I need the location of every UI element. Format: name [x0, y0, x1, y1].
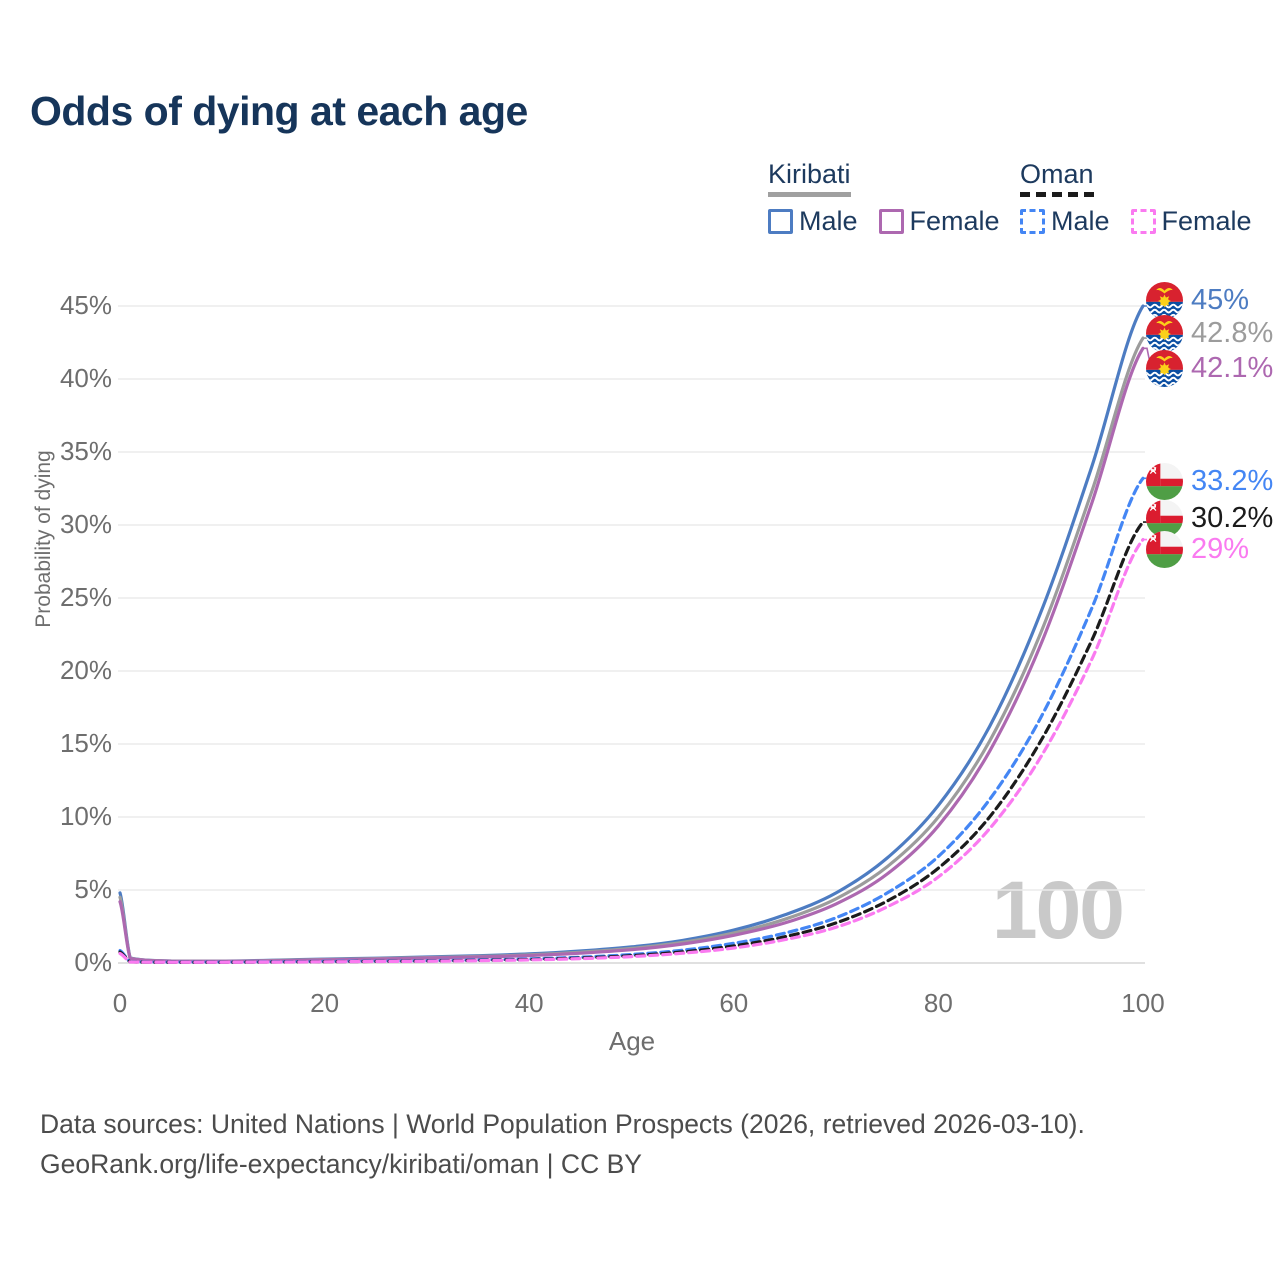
x-tick-80: 80	[923, 988, 953, 1018]
end-label-value: 33.2%	[1191, 464, 1274, 497]
legend-item-label: Male	[1051, 206, 1110, 236]
y-tick-45%: 45%	[59, 290, 112, 320]
y-tick-5%: 5%	[74, 874, 112, 904]
x-tick-40: 40	[514, 988, 544, 1018]
x-tick-100: 100	[1121, 988, 1165, 1018]
end-label-value: 42.1%	[1191, 351, 1274, 384]
kiribati-flag-icon	[1146, 314, 1183, 352]
legend-linestyle-solid-sample	[768, 192, 851, 197]
oman-flag-icon	[1146, 462, 1183, 500]
y-tick-20%: 20%	[59, 655, 112, 685]
legend-item-label: Male	[799, 206, 858, 236]
legend-linestyle-dashed-sample	[1020, 192, 1094, 197]
oman-flag-icon	[1146, 530, 1183, 568]
legend-item-oman-male[interactable]: Male	[1020, 206, 1110, 237]
y-tick-35%: 35%	[59, 436, 112, 466]
end-label-kiribati-both-sexes: 42.8%	[1146, 314, 1274, 352]
label-connector-oman-male	[1143, 477, 1156, 482]
footer-attribution: GeoRank.org/life-expectancy/kiribati/oma…	[40, 1149, 642, 1179]
legend-checkbox-oman-female[interactable]	[1130, 209, 1156, 234]
end-label-oman-male: 33.2%	[1146, 462, 1274, 500]
end-label-value: 42.8%	[1191, 316, 1274, 349]
legend-country-label-oman: Oman	[1020, 159, 1094, 189]
y-tick-10%: 10%	[59, 801, 112, 831]
end-label-value: 30.2%	[1191, 501, 1274, 534]
y-tick-40%: 40%	[59, 363, 112, 393]
y-tick-30%: 30%	[59, 509, 112, 539]
legend-item-label: Female	[909, 206, 1000, 236]
series-line-kiribati-male[interactable]	[118, 304, 1145, 963]
series-line-kiribati-female[interactable]	[118, 346, 1145, 963]
legend-checkbox-kiribati-female[interactable]	[878, 209, 904, 234]
end-label-value: 29%	[1191, 532, 1250, 565]
footer-data-sources: Data sources: United Nations | World Pop…	[40, 1109, 1085, 1139]
legend-checkbox-oman-male[interactable]	[1020, 209, 1045, 234]
legend-item-oman-female[interactable]: Female	[1130, 206, 1252, 237]
legend-item-kiribati-male[interactable]: Male	[768, 206, 858, 237]
series-line-oman-female[interactable]	[118, 538, 1145, 964]
end-label-oman-female: 29%	[1146, 530, 1250, 568]
y-tick-25%: 25%	[59, 582, 112, 612]
legend-checkbox-kiribati-male[interactable]	[768, 209, 793, 234]
end-label-kiribati-female: 42.1%	[1146, 349, 1274, 387]
legend-country-label-kiribati: Kiribati	[768, 159, 851, 189]
legend-group-oman: Oman Male Female	[1020, 160, 1252, 237]
end-label-value: 45%	[1191, 283, 1250, 316]
label-connector-oman-both-sexes	[1143, 517, 1156, 523]
x-tick-0: 0	[112, 988, 128, 1018]
age-watermark: 100	[992, 865, 1125, 956]
page-title: Odds of dying at each age	[30, 88, 528, 134]
x-axis-title: Age	[608, 1026, 656, 1056]
legend-group-kiribati: Kiribati Male Female	[768, 160, 1000, 237]
y-tick-15%: 15%	[59, 728, 112, 758]
kiribati-flag-icon	[1146, 281, 1183, 319]
legend-item-kiribati-female[interactable]: Female	[878, 206, 1000, 237]
y-tick-0%: 0%	[74, 947, 112, 977]
x-tick-60: 60	[719, 988, 749, 1018]
series-line-kiribati-both-sexes[interactable]	[118, 336, 1145, 963]
x-tick-20: 20	[310, 988, 340, 1018]
end-label-kiribati-male: 45%	[1146, 281, 1250, 319]
kiribati-flag-icon	[1146, 349, 1183, 387]
footer: Data sources: United Nations | World Pop…	[40, 1104, 1085, 1184]
legend-item-label: Female	[1161, 206, 1252, 236]
